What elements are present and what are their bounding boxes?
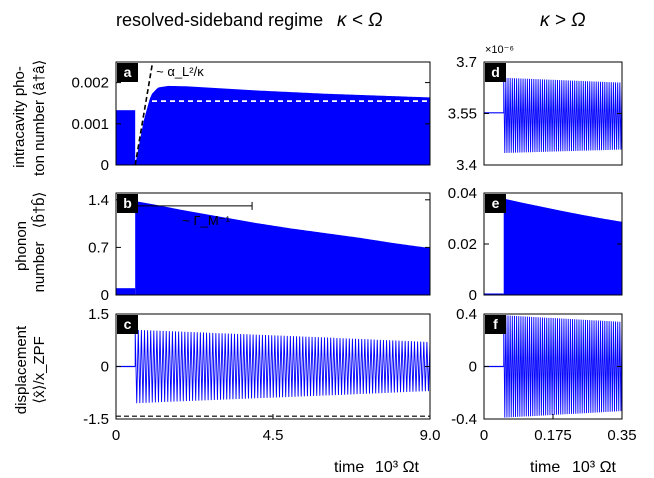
- pre-pump-block: [116, 110, 136, 165]
- y-tick-label: 0: [469, 359, 477, 376]
- panel-c: c1.50-1.50 4.5 9.0: [83, 306, 440, 444]
- row-label-photon-math: ⟨â†â⟩: [31, 60, 48, 97]
- oscillation-trace: [503, 315, 622, 418]
- panel-e: e 0 0.02 0.04: [448, 185, 623, 304]
- x-tick-label: 0: [112, 427, 120, 444]
- panel-badge: [117, 315, 138, 334]
- y-tick-label: 0: [101, 359, 109, 376]
- panel-b: ~ Γ_M⁻¹ b 0 0.7 1.4: [88, 192, 431, 304]
- row-label-displacement: displacement ⟨x̂⟩/x_ZPF: [13, 325, 48, 414]
- panel-frame: [115, 61, 431, 166]
- row-label-phonon-math: ⟨b̂†b̂⟩: [31, 192, 48, 229]
- y-tick-label: -0.4: [451, 411, 477, 428]
- panel-badge-letter: f: [493, 316, 498, 332]
- y-tick-label: 0: [469, 287, 477, 304]
- row-label-phonon: phonon number ⟨b̂†b̂⟩: [13, 192, 48, 293]
- y-tick-label: 0.002: [71, 75, 109, 92]
- y-tick-label: 3.4: [456, 157, 477, 174]
- x-tick-label: 9.0: [420, 427, 441, 444]
- panel-a: ~ α_L²/κ a 0 0.001 0.002: [71, 61, 431, 174]
- x-tick-label: 0.35: [607, 427, 636, 444]
- row-label-photon: intracavity pho- ton number ⟨â†â⟩: [11, 60, 48, 176]
- y-scale-label: ×10⁻⁶: [485, 44, 514, 56]
- x-axis-left-units: 10³ Ωt: [375, 459, 420, 476]
- row-label-photon-line1: intracavity pho-: [11, 66, 28, 168]
- plot-area-c: [116, 329, 430, 417]
- panel-badge: [485, 63, 506, 82]
- row-label-displacement-line1: displacement: [13, 325, 30, 414]
- pre-pump-block: [484, 293, 504, 295]
- signal-envelope: [135, 201, 430, 295]
- y-tick-label: -1.5: [83, 411, 109, 428]
- y-tick-label: 0.02: [448, 236, 477, 253]
- signal-envelope: [135, 85, 430, 165]
- row-label-photon-line2: ton number: [31, 100, 48, 176]
- y-tick-label: 0.4: [456, 306, 477, 323]
- panel-badge-letter: a: [124, 64, 132, 80]
- panel-frame: [115, 192, 431, 296]
- x-axis-right-label: time: [530, 459, 560, 476]
- row-label-phonon-line1: phonon: [13, 221, 30, 271]
- panel-badge-letter: e: [492, 195, 500, 211]
- plot-area-a: [116, 62, 430, 165]
- oscillation-trace: [503, 77, 622, 153]
- slope-dashed-line: [134, 62, 154, 165]
- panel-badge-letter: d: [491, 64, 500, 80]
- x-tick-label: 4.5: [263, 427, 284, 444]
- row-label-displacement-math: ⟨x̂⟩/x_ZPF: [31, 336, 48, 404]
- x-axis-right-units: 10³ Ωt: [572, 459, 617, 476]
- x-tick-label: 0.175: [534, 427, 572, 444]
- header-right-math: κ > Ω: [540, 10, 586, 31]
- panel-f: f0.40-0.40 0.175 0.35: [451, 306, 636, 444]
- panel-badge: [117, 63, 138, 82]
- y-tick-label: 1.5: [88, 306, 109, 323]
- row-label-phonon-line2: number: [31, 242, 48, 293]
- panel-d: ×10⁻⁶ d 3.7 3.55 3.4: [448, 44, 623, 174]
- panel-badge: [117, 194, 138, 213]
- panel-badge-letter: b: [123, 195, 132, 211]
- plot-area-b: [116, 201, 430, 295]
- annotation-lifetime: ~ Γ_M⁻¹: [182, 213, 230, 228]
- y-tick-label: 0.7: [88, 239, 109, 256]
- plot-area-d: [484, 77, 622, 153]
- x-axis-left-label: time: [334, 459, 364, 476]
- panels: ~ α_L²/κ a 0 0.001 0.002 ~ Γ_M⁻¹ b 0 0.7 1.4 c 1.5 0…: [71, 44, 636, 444]
- y-tick-label: 0.001: [71, 116, 109, 133]
- y-tick-label: 3.7: [456, 54, 477, 71]
- y-tick-label: 3.55: [448, 106, 477, 123]
- panel-badge-letter: c: [124, 316, 132, 332]
- y-tick-label: 0: [101, 287, 109, 304]
- pre-pump-block: [116, 288, 136, 295]
- annotation-slope: ~ α_L²/κ: [156, 64, 204, 79]
- panel-badge: [485, 194, 506, 213]
- y-tick-label: 0: [101, 157, 109, 174]
- y-tick-label: 1.4: [88, 192, 109, 209]
- y-tick-label: 0.04: [448, 185, 477, 202]
- x-tick-label: 0: [480, 427, 488, 444]
- signal-envelope: [503, 198, 622, 295]
- oscillation-trace: [134, 329, 430, 404]
- header-left-math: κ < Ω: [337, 10, 383, 31]
- panel-badge: [485, 315, 506, 334]
- header-left-text: resolved-sideband regime: [116, 10, 323, 30]
- plot-area-e: [484, 198, 622, 295]
